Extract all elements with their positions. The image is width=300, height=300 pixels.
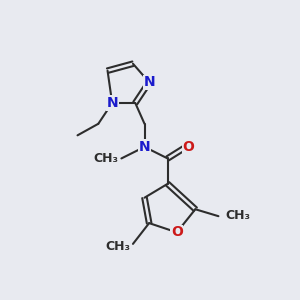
Text: CH₃: CH₃ [106, 240, 130, 253]
Text: O: O [171, 225, 183, 239]
Text: CH₃: CH₃ [225, 208, 250, 221]
Text: N: N [143, 75, 155, 89]
Text: N: N [106, 96, 118, 110]
Text: N: N [139, 140, 150, 154]
Text: O: O [182, 140, 194, 154]
Text: CH₃: CH₃ [93, 152, 118, 165]
